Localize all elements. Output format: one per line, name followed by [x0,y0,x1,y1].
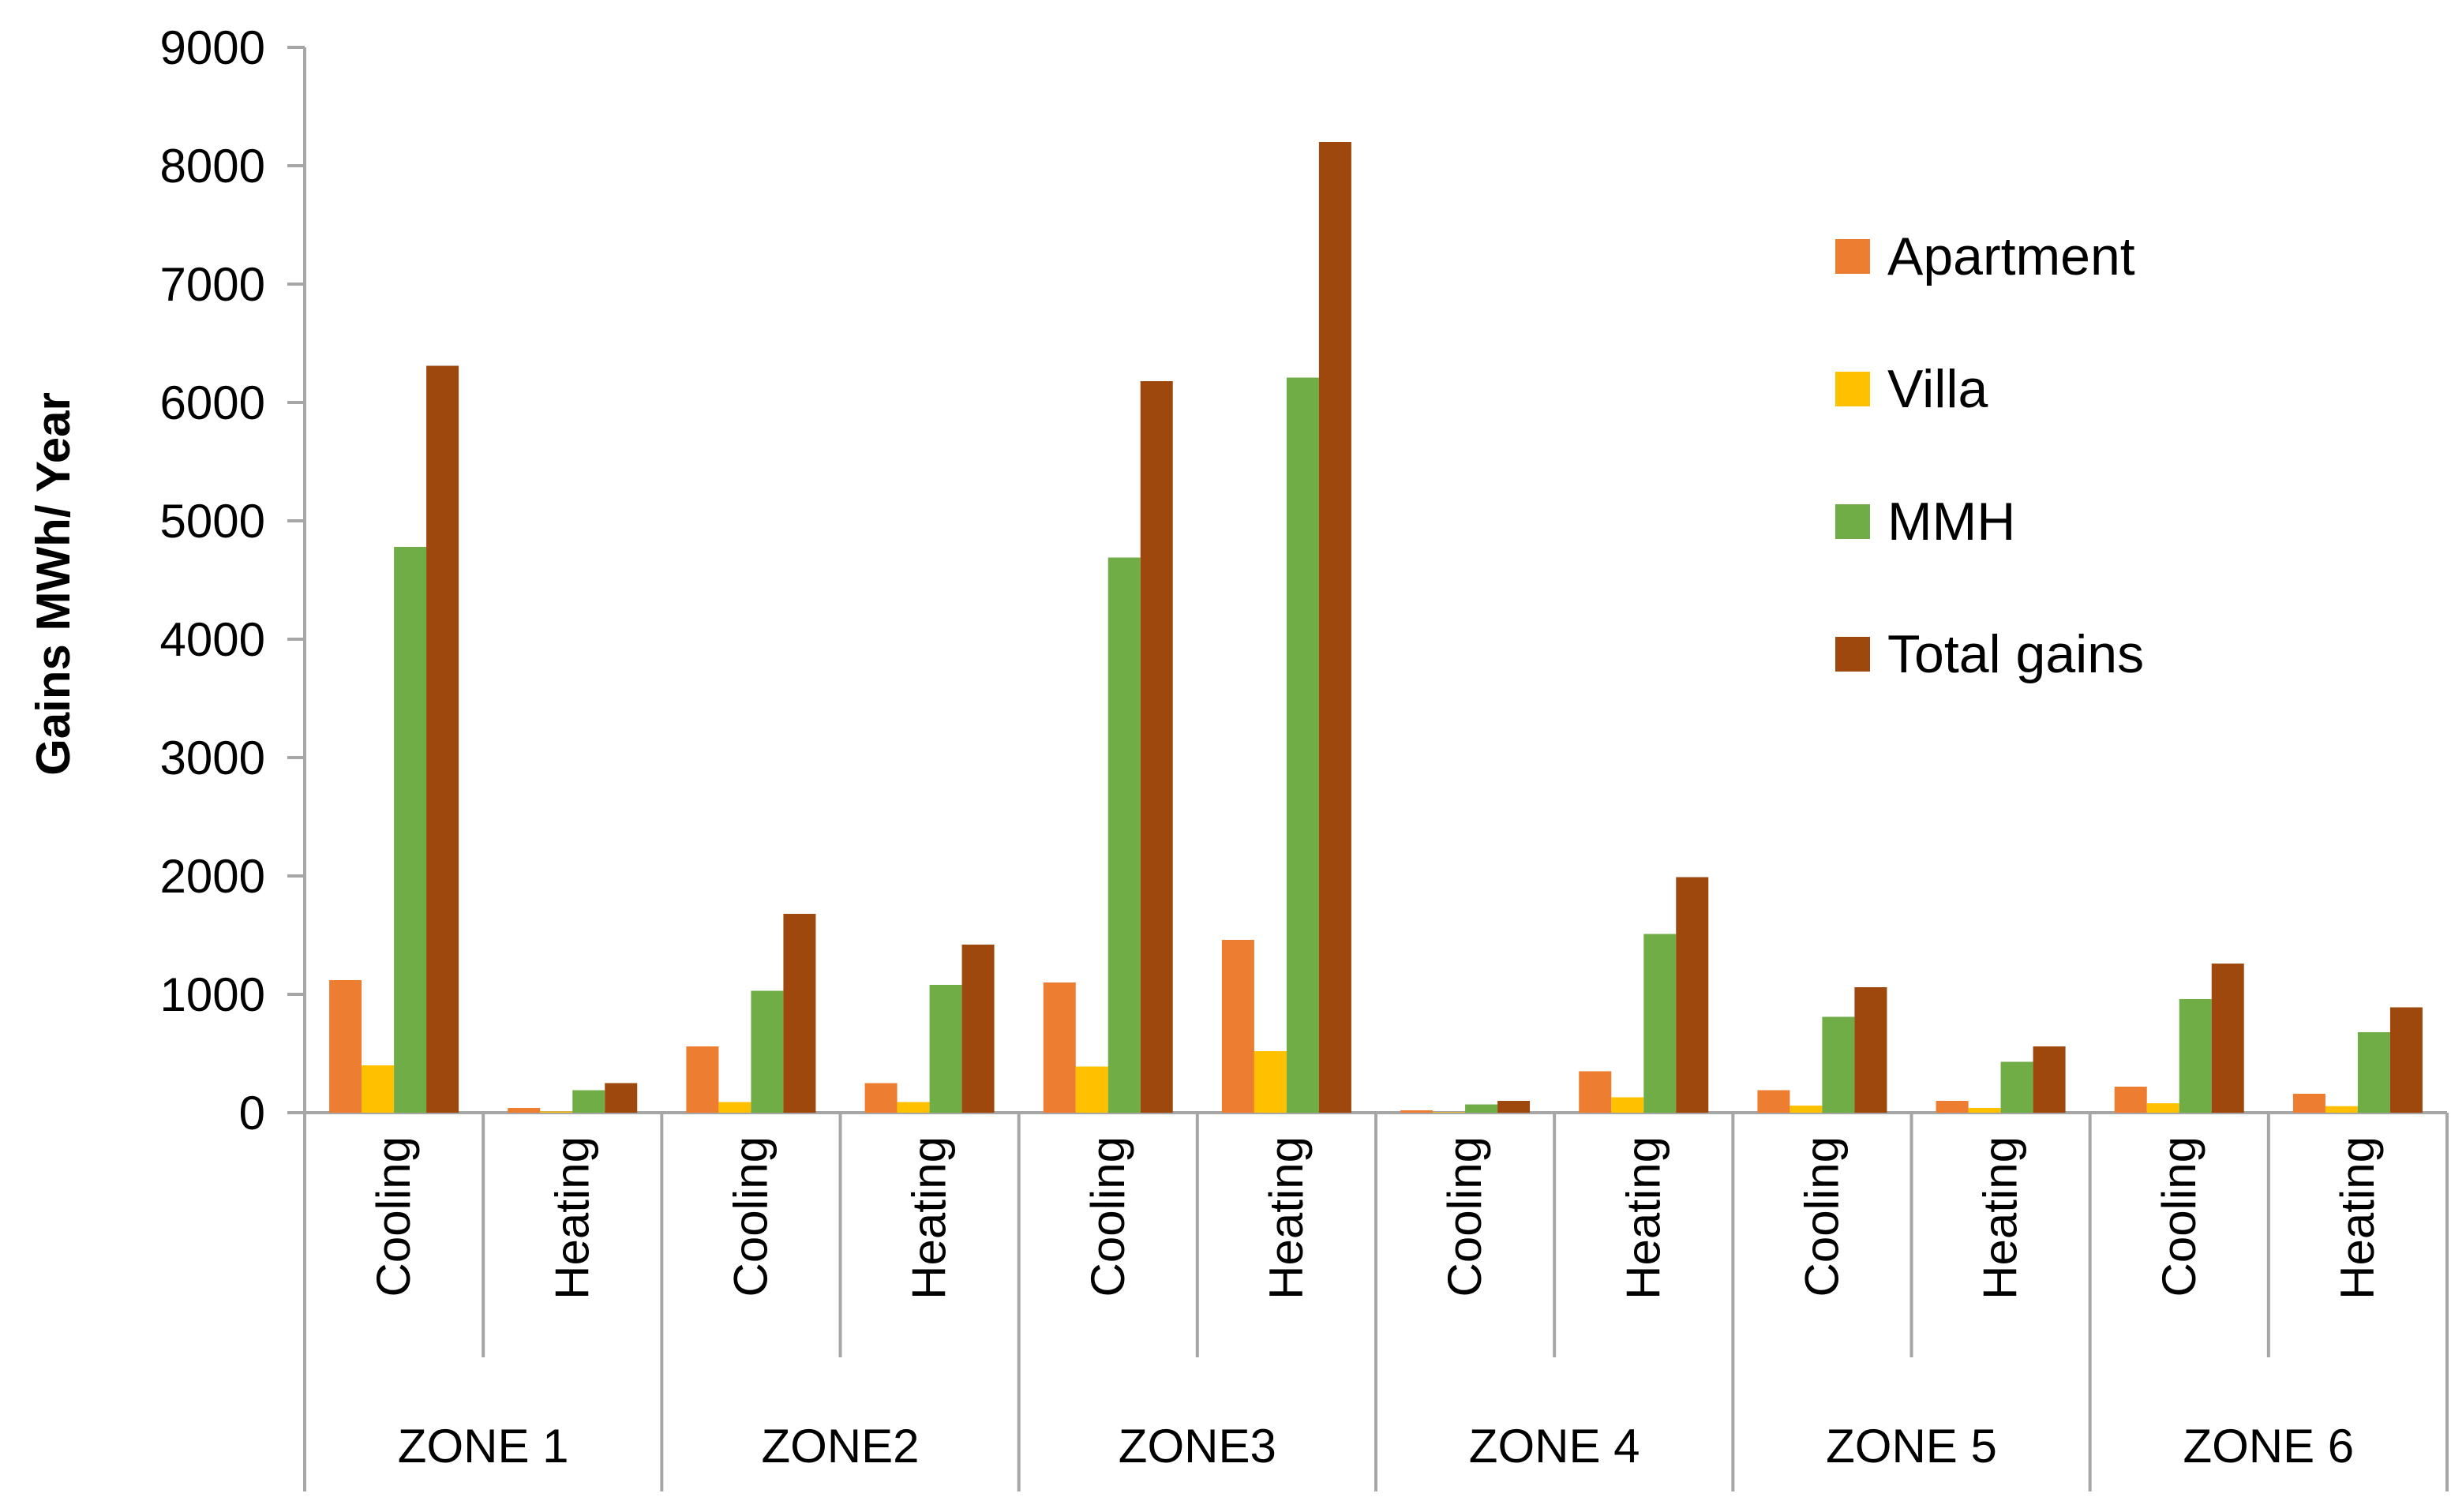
category-label: Heating [1974,1136,2027,1300]
bar-villa [718,1102,751,1113]
bar-apartment [1400,1110,1433,1113]
bar-mmh [751,990,784,1113]
y-tick-label: 3000 [160,732,265,784]
bar-mmh [2357,1032,2390,1113]
y-tick-label: 1000 [160,968,265,1021]
y-tick-label: 0 [239,1087,265,1140]
bar-mmh [1107,557,1141,1113]
bar-total-gains [426,365,459,1113]
legend-label: Apartment [1887,226,2135,286]
bar-apartment [1936,1101,1969,1113]
y-axis-title: Gains MWh/ Year [27,392,80,776]
category-label: Cooling [367,1136,420,1297]
legend-label: Villa [1887,359,1988,419]
bar-villa [1254,1051,1287,1113]
bar-villa [362,1065,395,1113]
group-label: ZONE 5 [1826,1420,1997,1473]
category-label: Cooling [1081,1136,1134,1297]
bars [329,142,2423,1113]
bar-apartment [329,980,362,1113]
bar-mmh [2179,999,2212,1113]
bar-mmh [1465,1104,1498,1113]
category-label: Cooling [1438,1136,1491,1297]
y-tick-label: 2000 [160,850,265,903]
bar-total-gains [1497,1101,1531,1113]
bar-villa [1968,1108,2001,1113]
group-label: ZONE3 [1119,1420,1276,1473]
bar-villa [540,1111,573,1113]
y-tick-label: 9000 [160,21,265,74]
bar-total-gains [1676,877,1709,1113]
bar-total-gains [2211,964,2244,1113]
axes [287,46,2449,1491]
bar-apartment [508,1108,541,1113]
axis-labels: 0 1000 2000 3000 4000 5000 6000 7000 8000 9000 Coo… [27,21,2384,1473]
legend-label: Total gains [1887,624,2144,684]
bar-apartment [686,1046,719,1113]
bar-total-gains [2033,1046,2066,1113]
y-tick-label: 8000 [160,140,265,193]
bar-total-gains [961,945,995,1113]
bar-total-gains [1318,142,1351,1113]
group-label: ZONE 6 [2183,1420,2354,1473]
category-label: Cooling [1795,1136,1848,1297]
category-label: Heating [903,1136,956,1300]
bar-mmh [1643,934,1677,1113]
bar-villa [1075,1066,1108,1113]
bar-villa [897,1102,930,1113]
legend-swatch [1835,637,1870,672]
group-label: ZONE 1 [398,1420,569,1473]
bar-villa [1433,1112,1466,1113]
bar-total-gains [783,914,816,1113]
category-label: Cooling [2153,1136,2206,1297]
group-label: ZONE2 [761,1420,919,1473]
bar-apartment [2114,1087,2147,1113]
legend-swatch [1835,239,1870,274]
category-label: Heating [1260,1136,1313,1300]
legend-label: MMH [1887,492,2015,552]
bar-total-gains [1140,381,1173,1113]
y-tick-label: 5000 [160,495,265,548]
bar-total-gains [2389,1007,2423,1113]
bar-mmh [1822,1016,1855,1113]
category-label: Heating [2331,1136,2384,1300]
bar-apartment [864,1083,898,1113]
bar-apartment [1579,1071,1612,1113]
legend: Apartment Villa MMH Total gains [1835,226,2144,684]
category-label: Heating [545,1136,598,1300]
legend-swatch [1835,372,1870,406]
bar-apartment [1221,940,1254,1113]
y-tick-label: 4000 [160,613,265,666]
bar-villa [2325,1106,2358,1113]
bar-villa [1790,1106,1823,1113]
bar-villa [2146,1103,2179,1113]
category-label: Cooling [724,1136,777,1297]
bar-mmh [394,547,427,1113]
bar-apartment [1043,982,1076,1113]
bar-mmh [1286,377,1319,1113]
bar-total-gains [1854,987,1887,1113]
group-label: ZONE 4 [1469,1420,1640,1473]
y-tick-label: 6000 [160,376,265,429]
bar-apartment [2292,1094,2325,1113]
category-label: Heating [1617,1136,1670,1300]
bar-mmh [572,1090,605,1113]
bar-mmh [2000,1061,2033,1113]
bar-apartment [1757,1090,1790,1113]
bar-mmh [929,985,962,1113]
bar-villa [1611,1097,1644,1113]
legend-swatch [1835,504,1870,539]
y-tick-label: 7000 [160,258,265,311]
bar-total-gains [605,1083,638,1113]
